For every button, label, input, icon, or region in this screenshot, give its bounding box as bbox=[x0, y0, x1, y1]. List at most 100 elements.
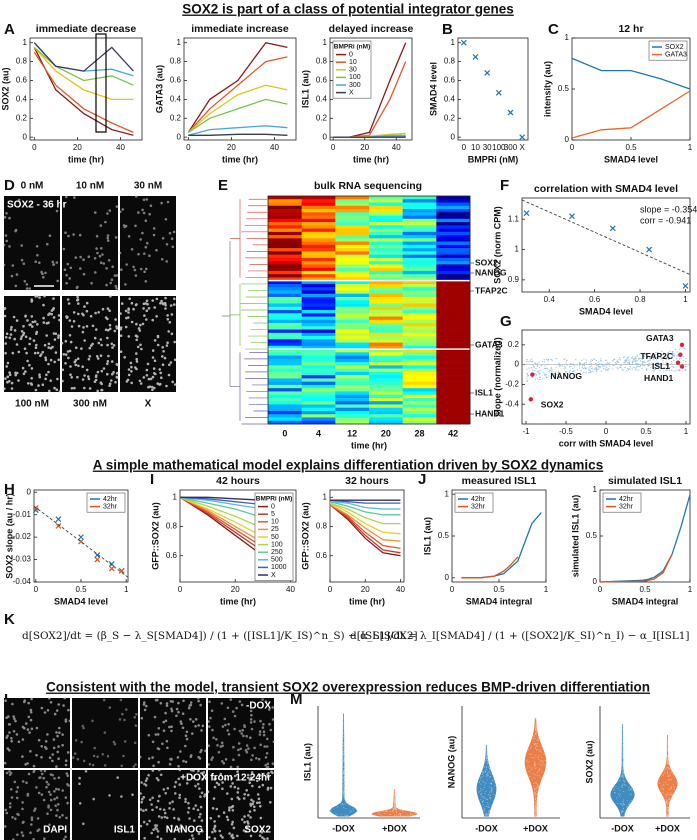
legend-label: GATA3 bbox=[665, 51, 687, 58]
panel-label: C bbox=[548, 21, 559, 38]
heatmap-cell bbox=[268, 264, 302, 268]
condition-label: 10 nM bbox=[76, 181, 104, 192]
heatmap-cell bbox=[268, 267, 302, 272]
micrograph bbox=[4, 296, 60, 392]
heatmap-cell bbox=[402, 362, 437, 366]
series-line bbox=[187, 84, 288, 133]
heatmap-cell bbox=[402, 290, 437, 295]
heatmap-cell bbox=[436, 401, 471, 405]
y-tick-label: 1 bbox=[323, 38, 328, 47]
legend-label: 250 bbox=[271, 549, 283, 556]
heatmap-cell bbox=[268, 287, 302, 291]
x-tick-label: 40 bbox=[116, 143, 125, 152]
gene-label: NANOG bbox=[475, 267, 507, 277]
legend-label: 42hr bbox=[103, 496, 118, 503]
x-tick-label: 1 bbox=[688, 585, 693, 594]
heatmap-cell bbox=[402, 378, 437, 382]
heatmap-cell bbox=[436, 375, 471, 379]
scatter-point bbox=[646, 246, 653, 253]
chart-title: delayed increase bbox=[329, 23, 414, 35]
y-tick-label: 0.8 bbox=[16, 57, 28, 66]
cell-nuclei bbox=[71, 698, 138, 768]
heatmap-cell bbox=[335, 241, 370, 246]
heatmap-cell bbox=[335, 388, 370, 392]
micrograph bbox=[62, 196, 118, 290]
heatmap-cell bbox=[369, 410, 403, 415]
heatmap-cell bbox=[436, 368, 471, 373]
heatmap-cell bbox=[402, 212, 437, 216]
heatmap-cell bbox=[301, 212, 336, 216]
equation: d[SOX2]/dt = (β_S − λ_S[SMAD4]) / (1 + (… bbox=[22, 630, 418, 642]
heatmap-cell bbox=[436, 319, 471, 324]
heatmap-cell bbox=[301, 368, 336, 373]
heatmap-cell bbox=[335, 420, 370, 425]
heatmap-cell bbox=[402, 228, 437, 233]
heatmap-cell bbox=[335, 401, 370, 405]
heatmap-cell bbox=[268, 355, 302, 360]
y-tick-label: 1 bbox=[177, 38, 182, 47]
violin-points bbox=[613, 724, 634, 814]
plot-frame bbox=[521, 329, 691, 425]
heatmap-cell bbox=[402, 355, 437, 360]
heatmap-cell bbox=[436, 300, 471, 304]
heatmap-cell bbox=[335, 244, 370, 249]
y-tick-label: 0.2 bbox=[508, 340, 520, 349]
heatmap-cell bbox=[436, 251, 471, 255]
panel-label: B bbox=[442, 21, 453, 38]
y-tick-label: 0 bbox=[323, 132, 328, 141]
x-tick-label: 0 bbox=[186, 143, 191, 152]
scatter-point bbox=[682, 283, 689, 289]
x-axis-label: SMAD4 integral bbox=[466, 596, 533, 606]
heatmap-cell bbox=[268, 407, 302, 412]
x-tick-label: 30 bbox=[483, 143, 492, 152]
heatmap-cell bbox=[301, 218, 336, 223]
y-tick-label: 1 bbox=[451, 38, 456, 47]
heatmap-cell bbox=[436, 316, 471, 321]
heatmap-cell bbox=[335, 365, 370, 369]
x-tick-label: 40 bbox=[286, 585, 295, 594]
stain-label: SOX2 - 36 hr bbox=[7, 200, 67, 211]
heatmap-cell bbox=[335, 326, 370, 330]
heatmap-cell bbox=[301, 296, 336, 301]
heatmap-cell bbox=[369, 215, 403, 220]
heatmap-cell bbox=[335, 397, 370, 402]
violin-points bbox=[478, 745, 496, 816]
y-tick-label: 0.8 bbox=[166, 522, 178, 531]
heatmap-cell bbox=[402, 205, 437, 210]
channel-label: DAPI bbox=[43, 825, 67, 836]
heatmap-cell bbox=[402, 414, 437, 418]
y-axis-label: SOX2 (au) bbox=[0, 67, 10, 110]
heatmap-cell bbox=[402, 293, 437, 298]
legend-label: 25 bbox=[271, 526, 279, 533]
heatmap-cell bbox=[436, 248, 471, 252]
heatmap-cell bbox=[369, 345, 403, 350]
heatmap-cell bbox=[268, 352, 302, 356]
gene-label: ISL1 bbox=[652, 361, 670, 371]
chart-title: measured ISL1 bbox=[462, 475, 537, 487]
y-axis-label: simulated ISL1 (au) bbox=[570, 495, 580, 578]
heatmap-cell bbox=[301, 251, 336, 255]
heatmap-cell bbox=[268, 319, 302, 324]
heatmap-cell bbox=[369, 202, 403, 207]
heatmap-cell bbox=[402, 342, 437, 347]
heatmap-cell bbox=[402, 352, 437, 356]
heatmap-cell bbox=[402, 264, 437, 268]
heatmap-cell bbox=[369, 199, 403, 203]
series-line bbox=[571, 90, 691, 139]
heatmap-cell bbox=[436, 209, 471, 213]
heatmap-cell bbox=[301, 414, 336, 418]
heatmap-cell bbox=[301, 199, 336, 203]
heatmap-cell bbox=[335, 303, 370, 308]
heatmap-cell bbox=[402, 394, 437, 399]
heatmap-cell bbox=[369, 404, 403, 409]
heatmap-cell bbox=[402, 202, 437, 207]
heatmap-cell bbox=[402, 339, 437, 343]
x-tick-label: 0.5 bbox=[493, 585, 505, 594]
x-tick-label: 20 bbox=[360, 143, 369, 152]
micrograph bbox=[62, 296, 118, 392]
heatmap-cell bbox=[436, 326, 471, 330]
heatmap-cell bbox=[369, 401, 403, 405]
legend-label: X bbox=[349, 89, 354, 96]
x-axis-label: SMAD4 integral bbox=[612, 596, 679, 606]
heatmap-cell bbox=[301, 277, 336, 281]
